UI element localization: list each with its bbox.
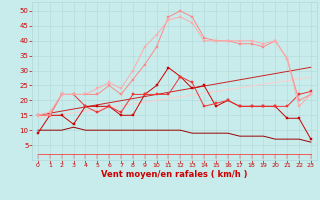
X-axis label: Vent moyen/en rafales ( km/h ): Vent moyen/en rafales ( km/h ) <box>101 170 248 179</box>
